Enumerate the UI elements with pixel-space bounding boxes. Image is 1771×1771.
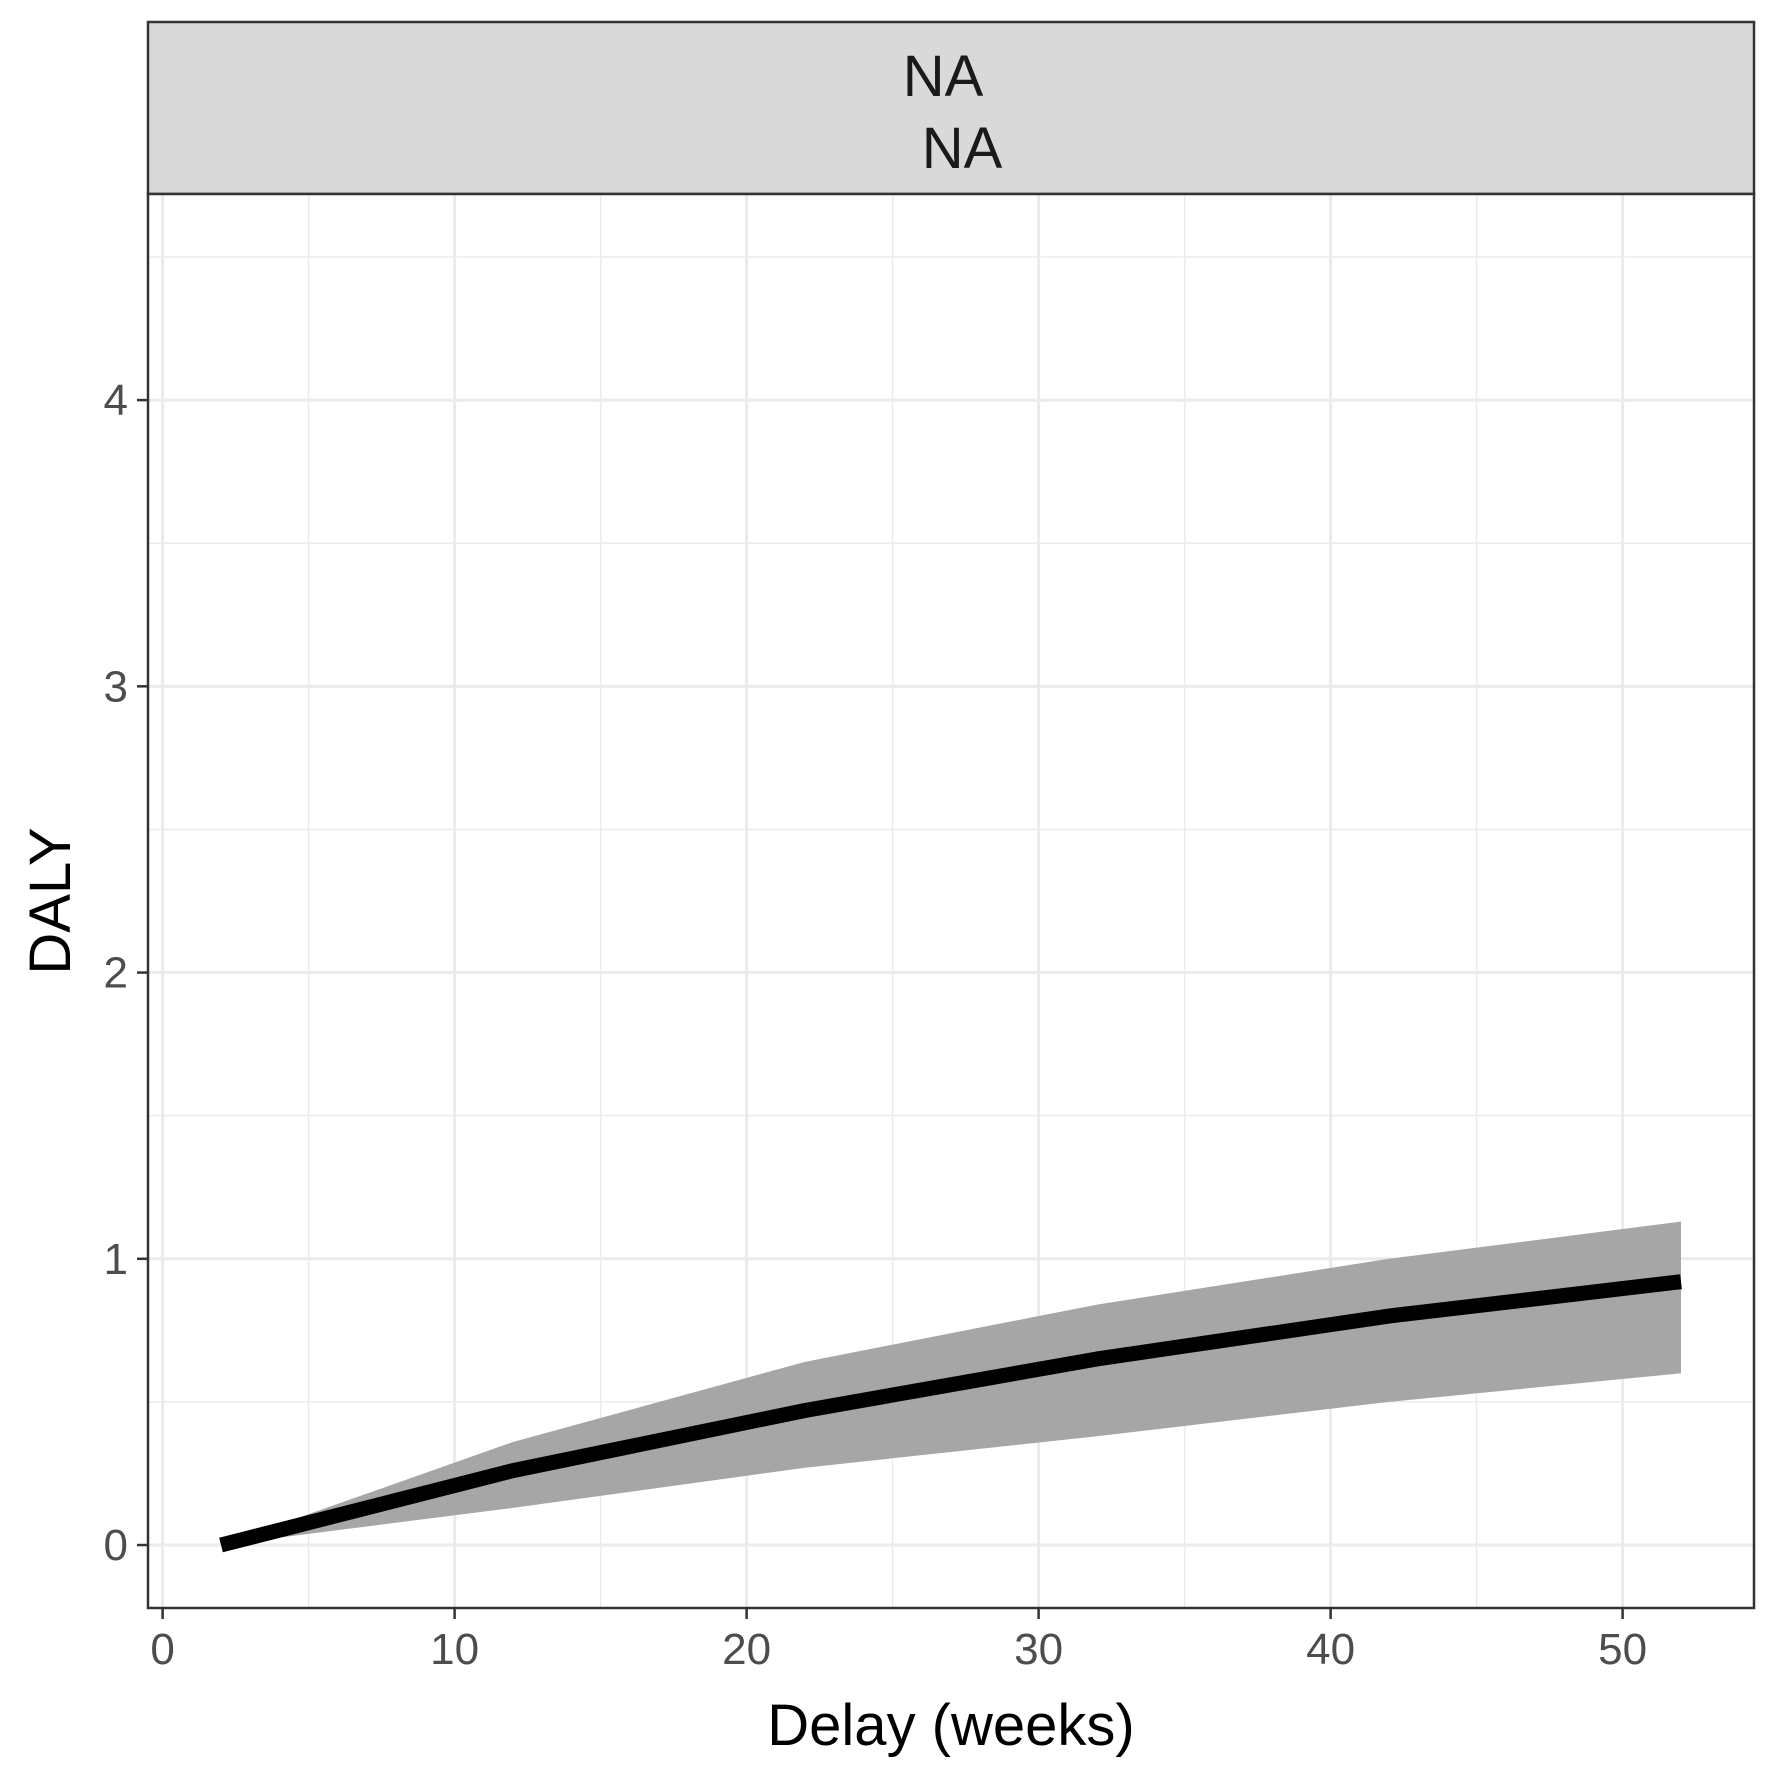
y-axis: 0 1 2 3 4: [104, 376, 148, 1570]
x-tick-label: 30: [1014, 1625, 1063, 1674]
facet-strip-label-2: NA: [922, 116, 1003, 181]
facet-strip-label-1: NA: [903, 44, 984, 109]
x-tick-label: 40: [1306, 1625, 1355, 1674]
y-tick-label: 2: [104, 949, 128, 998]
facet-strip: [146, 20, 1756, 196]
x-axis: 0 10 20 30 40 50: [150, 1608, 1647, 1674]
x-tick-label: 20: [722, 1625, 771, 1674]
y-tick-label: 1: [104, 1235, 128, 1284]
y-tick-label: 3: [104, 662, 128, 711]
series-line: [219, 1274, 1682, 1553]
x-tick-label: 10: [430, 1625, 479, 1674]
y-tick-label: 4: [104, 376, 128, 425]
lines: [219, 1274, 1682, 1553]
y-tick-label: 0: [104, 1521, 128, 1570]
y-axis-title: DALY: [18, 827, 83, 974]
x-tick-label: 50: [1598, 1625, 1647, 1674]
x-axis-title: Delay (weeks): [767, 1693, 1134, 1758]
plot-panel-border: [146, 192, 1756, 1610]
x-tick-label: 0: [150, 1625, 174, 1674]
